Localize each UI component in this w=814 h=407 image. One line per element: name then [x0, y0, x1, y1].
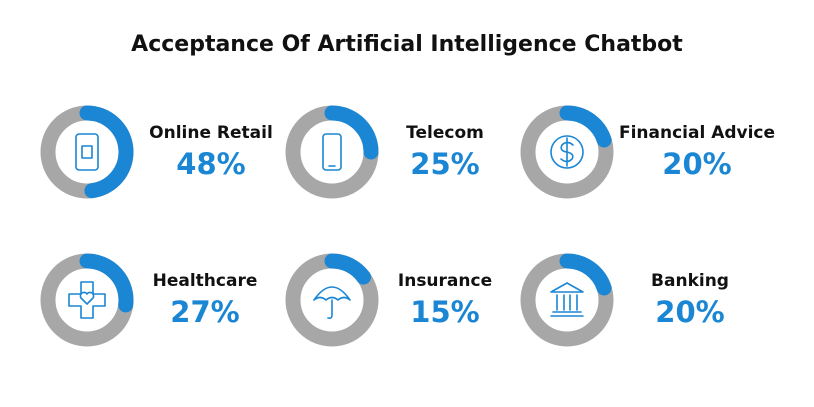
donut-arc: [559, 253, 612, 296]
icon: [81, 145, 93, 159]
value-label: 20%: [662, 147, 731, 181]
category-label: Insurance: [398, 271, 492, 291]
icon: [550, 135, 584, 169]
icon: [550, 282, 584, 317]
category-label: Financial Advice: [619, 123, 775, 143]
icon: [75, 133, 99, 171]
icon: [550, 282, 584, 317]
value-label: 20%: [655, 295, 724, 329]
donut-arc: [324, 105, 379, 160]
value-label: 48%: [176, 147, 245, 181]
icon: [313, 286, 351, 319]
icon: [68, 281, 106, 319]
icon: [322, 133, 342, 171]
value-label: 27%: [170, 295, 239, 329]
icon: [313, 286, 351, 319]
icon: [322, 133, 342, 171]
donut-arc: [79, 105, 134, 199]
category-label: Online Retail: [149, 123, 273, 143]
donut-arc: [324, 253, 372, 285]
icon: [560, 137, 574, 167]
value-label: 25%: [410, 147, 479, 181]
icon: [79, 291, 95, 305]
donut-arc: [79, 253, 134, 313]
icon: [75, 133, 99, 171]
category-label: Banking: [651, 271, 729, 291]
category-label: Telecom: [406, 123, 484, 143]
icon: [550, 135, 584, 169]
icon: [68, 281, 106, 319]
chart-title: Acceptance Of Artificial Intelligence Ch…: [131, 32, 683, 57]
value-label: 15%: [410, 295, 479, 329]
category-label: Healthcare: [153, 271, 258, 291]
donut-arc: [559, 105, 612, 148]
